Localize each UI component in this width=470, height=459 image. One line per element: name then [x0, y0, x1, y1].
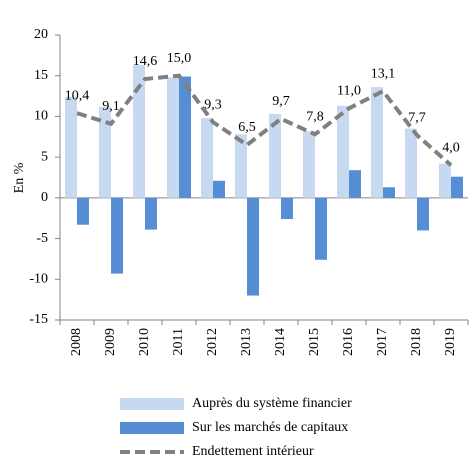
bar — [383, 187, 395, 198]
bar — [405, 128, 417, 198]
bar — [213, 180, 225, 198]
x-tick-label: 2019 — [443, 328, 458, 356]
y-tick-label: -5 — [36, 231, 48, 246]
legend-label: Auprès du système financier — [192, 396, 352, 411]
x-tick-label: 2009 — [103, 328, 118, 356]
legend-label: Sur les marchés de capitaux — [192, 420, 348, 435]
data-label: 7,7 — [408, 110, 426, 125]
x-tick-label: 2016 — [341, 328, 356, 356]
bar — [65, 96, 77, 198]
bar — [281, 197, 293, 220]
y-axis-label: En % — [12, 162, 27, 193]
y-tick-label: -10 — [29, 272, 48, 287]
y-tick-label: 10 — [34, 109, 48, 124]
x-tick-label: 2018 — [409, 328, 424, 356]
x-tick-label: 2017 — [375, 328, 390, 356]
x-tick-label: 2010 — [137, 328, 152, 356]
legend-key — [120, 422, 184, 434]
bar — [349, 170, 361, 198]
data-label: 13,1 — [371, 66, 396, 81]
bar — [167, 77, 179, 198]
bar — [315, 197, 327, 260]
bar — [247, 197, 259, 296]
data-label: 9,3 — [204, 97, 222, 112]
data-label: 15,0 — [167, 51, 192, 66]
bar — [235, 134, 247, 198]
data-label: 4,0 — [442, 141, 460, 156]
bar — [451, 176, 463, 198]
y-tick-label: 0 — [41, 190, 48, 205]
data-label: 9,1 — [102, 99, 120, 114]
y-tick-label: 15 — [34, 68, 48, 83]
data-label: 7,8 — [306, 110, 324, 125]
legend-label: Endettement intérieur — [192, 444, 314, 459]
bar — [179, 76, 191, 198]
bar — [77, 197, 89, 225]
bar — [303, 131, 315, 198]
x-tick-label: 2011 — [171, 328, 186, 355]
x-tick-label: 2008 — [69, 328, 84, 356]
x-tick-label: 2014 — [273, 328, 288, 356]
data-label: 9,7 — [272, 94, 290, 109]
data-label: 6,5 — [238, 120, 256, 135]
bar — [133, 65, 145, 198]
y-tick-label: 5 — [41, 149, 48, 164]
data-label: 11,0 — [337, 84, 361, 99]
legend-key — [120, 398, 184, 410]
bar — [145, 197, 157, 230]
x-tick-label: 2015 — [307, 328, 322, 356]
data-label: 14,6 — [133, 54, 158, 69]
bar — [417, 197, 429, 231]
y-tick-label: -15 — [29, 312, 48, 327]
bar — [99, 106, 111, 198]
x-tick-label: 2012 — [205, 328, 220, 356]
y-tick-label: 20 — [34, 27, 48, 42]
line — [76, 73, 453, 167]
bar — [439, 163, 451, 198]
x-tick-label: 2013 — [239, 328, 254, 356]
bar — [269, 113, 281, 198]
bar — [201, 118, 213, 198]
bar — [371, 87, 383, 198]
data-label: 10,4 — [65, 88, 90, 103]
bar — [111, 197, 123, 274]
bar — [337, 105, 349, 198]
